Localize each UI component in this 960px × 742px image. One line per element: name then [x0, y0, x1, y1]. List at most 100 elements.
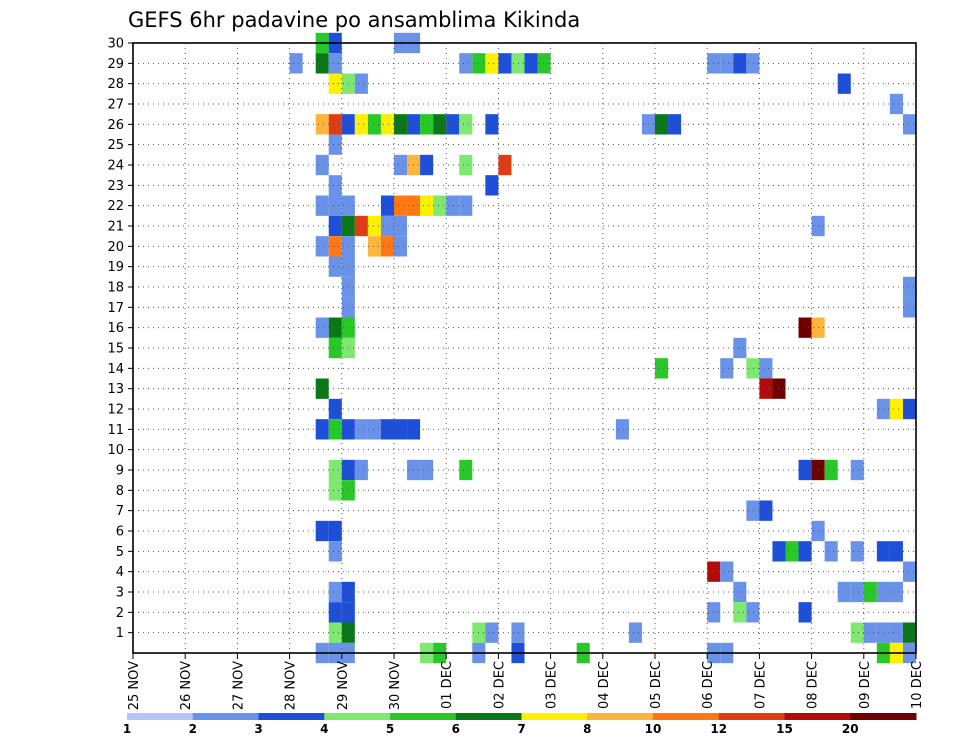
heatmap-cell [354, 419, 368, 440]
heatmap-cell [354, 215, 368, 237]
heatmap-cell [367, 114, 381, 135]
x-tick-label: 07 DEC [753, 661, 768, 709]
heatmap-cell [380, 419, 394, 440]
colorbar-label: 4 [320, 722, 328, 736]
heatmap-cell [328, 419, 342, 440]
colorbar-segment [192, 713, 259, 720]
heatmap-cell [537, 53, 551, 74]
colorbar-segment [784, 713, 851, 720]
colorbar-label: 8 [583, 722, 591, 736]
heatmap-cell [380, 195, 394, 216]
heatmap-cell [420, 459, 434, 481]
colorbar-segment [258, 713, 325, 720]
heatmap-cell [720, 358, 734, 379]
colorbar-segment [521, 713, 588, 720]
heatmap-cell [902, 622, 916, 643]
x-tick-label: 26 NOV [179, 661, 194, 710]
heatmap-cell [824, 541, 838, 562]
x-tick-label: 06 DEC [701, 661, 716, 709]
heatmap-cell [328, 520, 342, 542]
heatmap-cell [394, 195, 408, 216]
colorbar-segment [850, 713, 917, 720]
heatmap-cell [720, 53, 734, 74]
y-tick-label: 30 [107, 37, 124, 52]
colorbar-label: 7 [517, 722, 525, 736]
heatmap-cell [380, 215, 394, 237]
heatmap-cell [354, 114, 368, 135]
heatmap-cell [315, 114, 329, 135]
y-tick-label: 29 [107, 57, 124, 72]
y-tick-label: 24 [107, 159, 124, 174]
y-tick-label: 8 [116, 484, 124, 499]
y-tick-label: 14 [107, 362, 124, 377]
heatmap-cell [746, 500, 760, 521]
heatmap-cell [733, 602, 747, 623]
x-tick-label: 28 NOV [284, 661, 299, 710]
x-tick-label: 09 DEC [858, 661, 873, 709]
chart-title: GEFS 6hr padavine po ansamblima Kikinda [128, 8, 580, 32]
heatmap-cell [459, 459, 473, 481]
x-tick-label: 01 DEC [440, 661, 455, 709]
y-tick-label: 1 [116, 626, 124, 641]
heatmap-cell [902, 398, 916, 420]
heatmap-cell [328, 114, 342, 135]
heatmap-cell [889, 93, 903, 115]
heatmap-cell [863, 581, 877, 603]
x-tick-label: 25 NOV [127, 661, 142, 710]
x-tick-label: 27 NOV [231, 661, 246, 710]
heatmap-cell [498, 154, 512, 176]
heatmap-cell [367, 236, 381, 257]
colorbar: 1 2 3 4 5 6 7 8 10 12 15 20 [123, 713, 917, 736]
heatmap-cell [798, 317, 812, 338]
colorbar-label: 2 [189, 722, 197, 736]
heatmap-cell [746, 358, 760, 379]
heatmap-cell [446, 195, 460, 216]
heatmap-cell [889, 581, 903, 603]
colorbar-segment [718, 713, 785, 720]
heatmap-cell [315, 53, 329, 74]
heatmap-cell [380, 114, 394, 135]
y-tick-label: 22 [107, 199, 124, 214]
y-tick-label: 13 [107, 382, 124, 397]
y-tick-label: 6 [116, 525, 124, 540]
heatmap-cell [354, 459, 368, 481]
heatmap-cell [394, 236, 408, 257]
heatmap-cell [459, 53, 473, 74]
x-tick-label: 10 DEC [910, 661, 925, 709]
y-tick-label: 18 [107, 281, 124, 296]
y-tick-label: 10 [107, 443, 124, 458]
colorbar-label: 12 [710, 722, 727, 736]
heatmap-cell [328, 337, 342, 359]
heatmap-cell [902, 297, 916, 318]
heatmap-cell [485, 53, 499, 74]
heatmap-cells [289, 32, 916, 664]
heatmap-cell [367, 419, 381, 440]
heatmap-cell [394, 114, 408, 135]
heatmap-cell [798, 541, 812, 562]
heatmap-cell [837, 581, 851, 603]
x-tick-label: 05 DEC [649, 661, 664, 709]
heatmap-cell [328, 73, 342, 94]
heatmap-cell [328, 459, 342, 481]
y-tick-label: 27 [107, 98, 124, 113]
heatmap-cell [511, 622, 525, 643]
heatmap-cell [328, 236, 342, 257]
heatmap-cell [733, 337, 747, 359]
heatmap-cell [328, 175, 342, 196]
colorbar-segment [653, 713, 720, 720]
heatmap-cell [328, 581, 342, 603]
heatmap-cell [850, 541, 864, 562]
colorbar-label: 6 [452, 722, 460, 736]
heatmap-cell [485, 175, 499, 196]
gridlines [133, 43, 916, 653]
heatmap-cell [850, 622, 864, 643]
colorbar-label: 1 [123, 722, 131, 736]
y-tick-label: 3 [116, 586, 124, 601]
y-tick-label: 17 [107, 301, 124, 316]
heatmap-cell [850, 459, 864, 481]
heatmap-cell [328, 480, 342, 501]
colorbar-label: 3 [254, 722, 262, 736]
y-tick-label: 4 [116, 565, 124, 580]
x-axis: 25 NOV 26 NOV 27 NOV 28 NOV 29 NOV 30 NOV 01 D… [127, 653, 925, 710]
